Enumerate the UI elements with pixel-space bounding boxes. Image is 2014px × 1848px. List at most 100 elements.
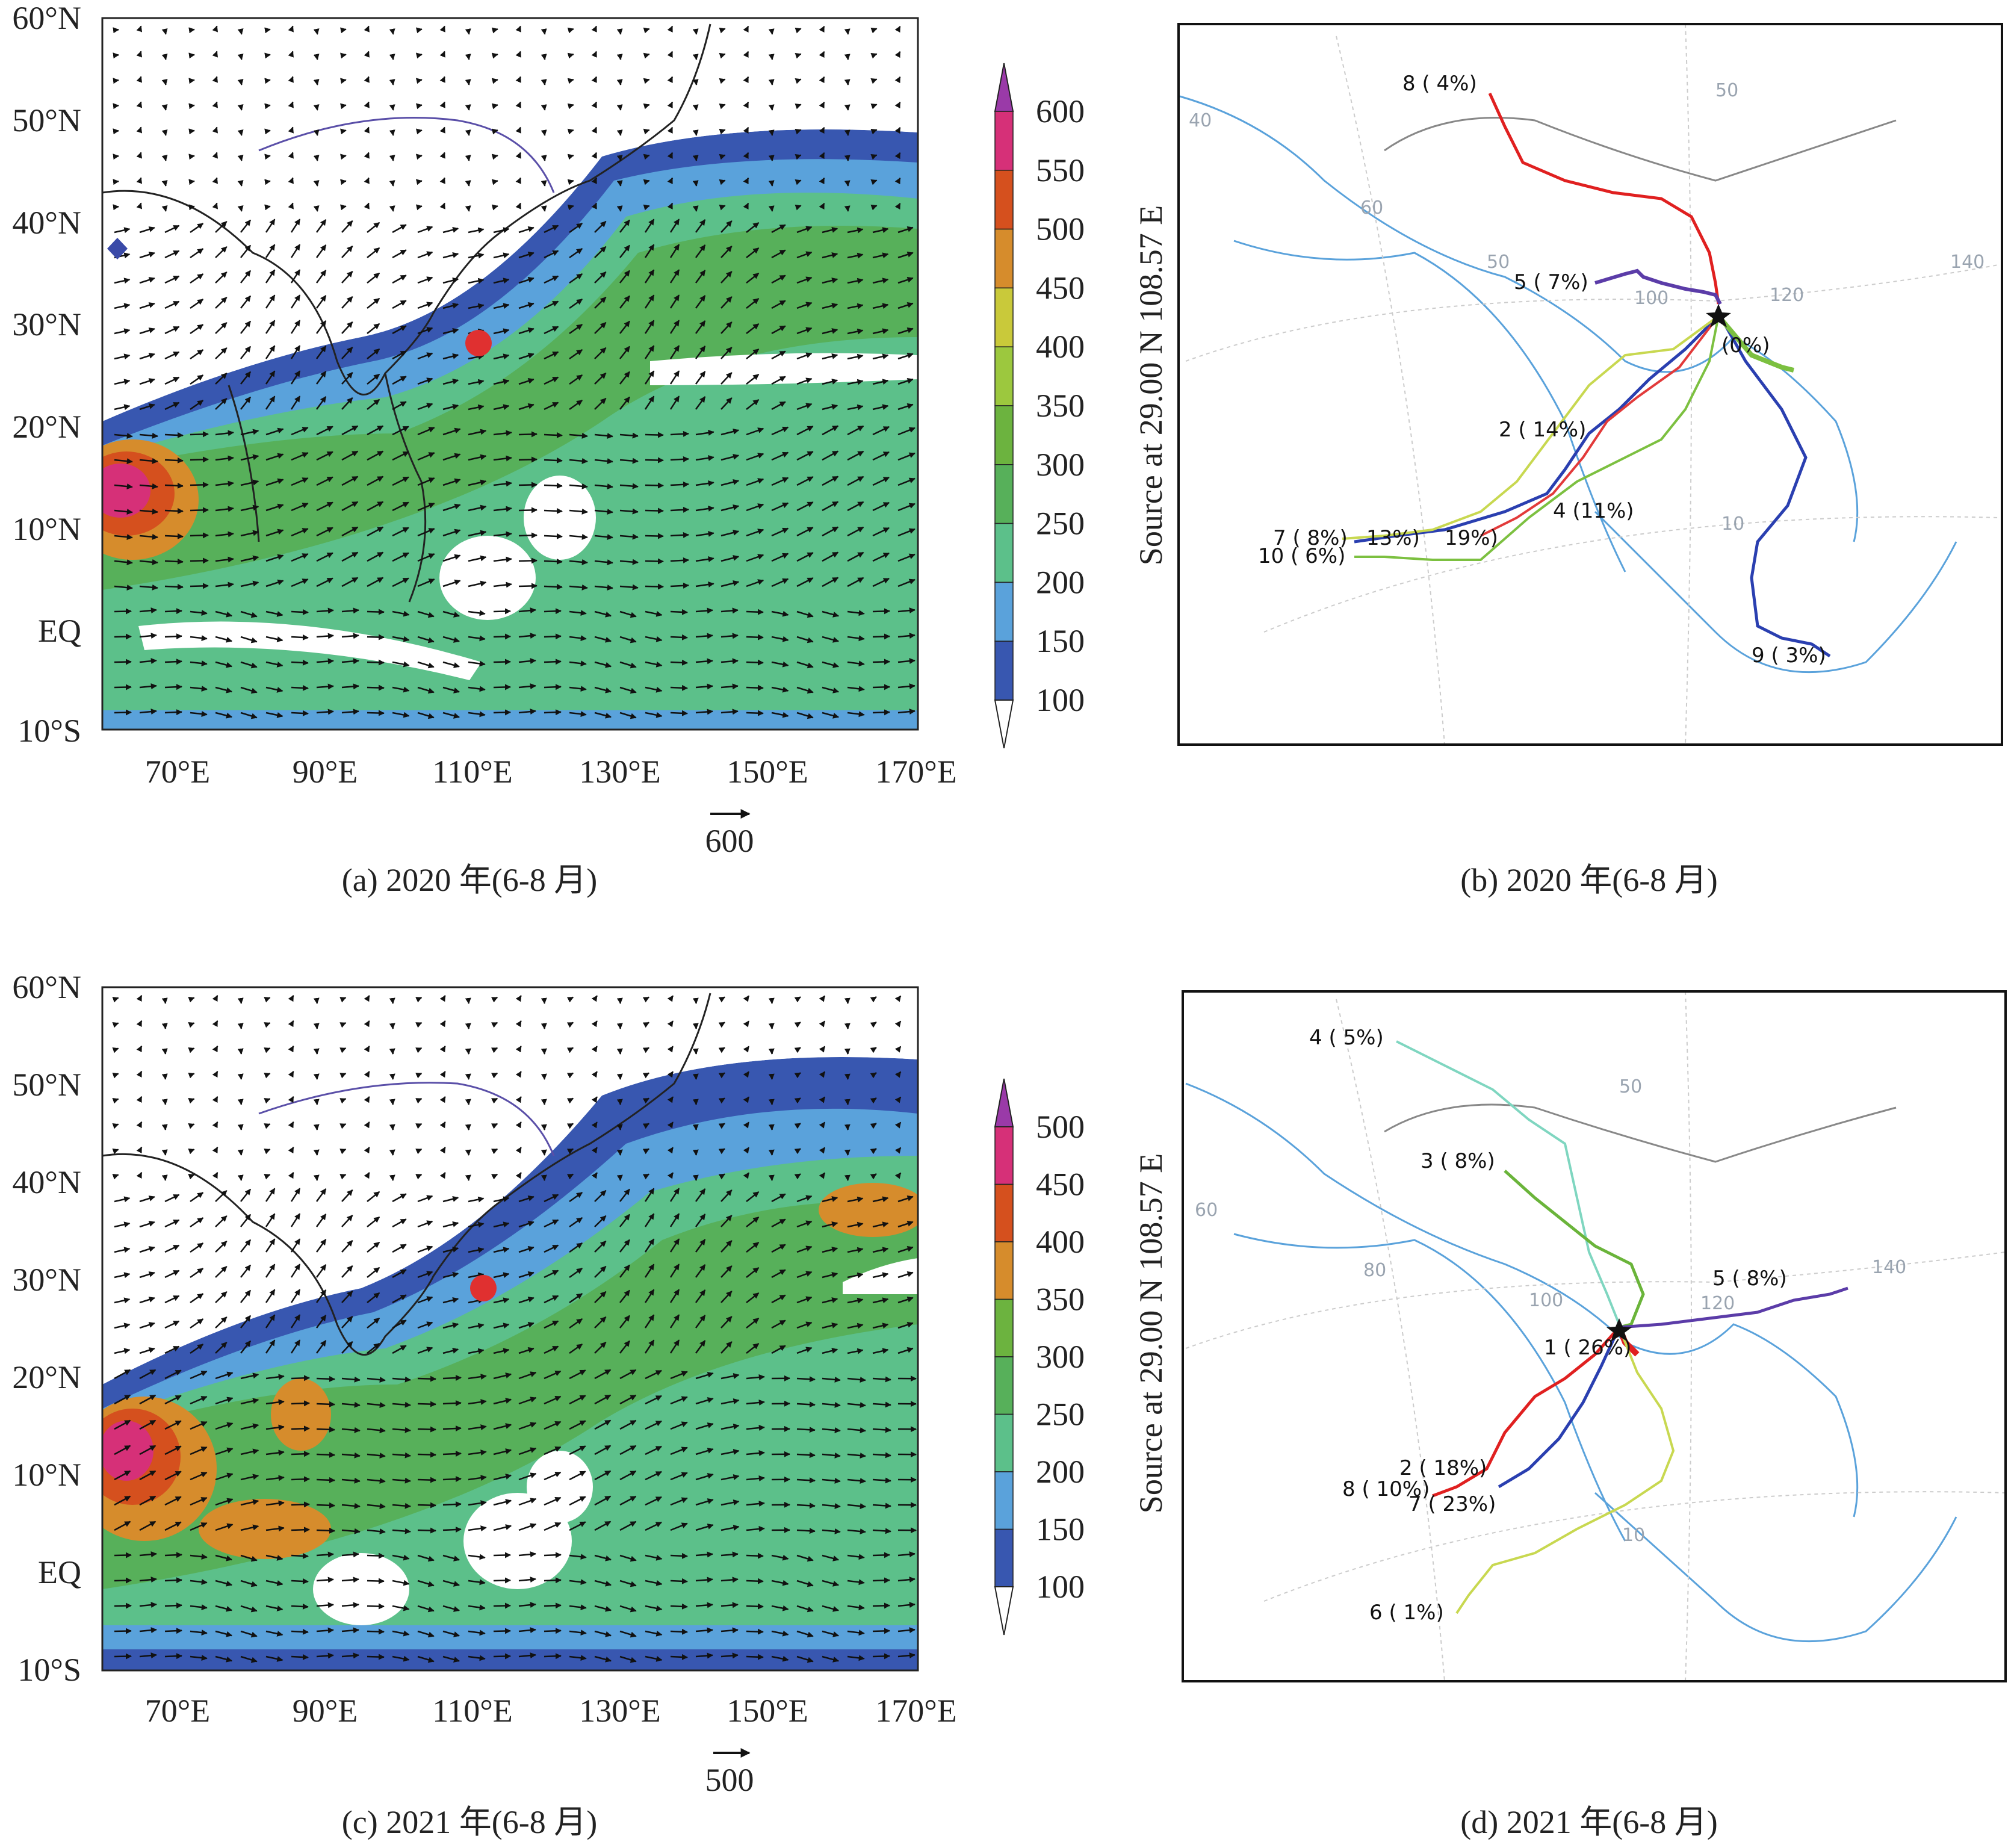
wind-vector (567, 179, 574, 185)
wind-vector (188, 78, 195, 84)
wind-vector (643, 179, 650, 185)
wind-vector (164, 326, 180, 335)
wind-vector (215, 661, 233, 668)
wind-vector (493, 608, 511, 615)
wind-vector (567, 128, 574, 135)
wind-vector (743, 152, 749, 160)
lat-label: 20°N (12, 1359, 81, 1395)
wind-vector (720, 555, 740, 562)
wind-vector (822, 712, 840, 719)
wind-vector (439, 152, 445, 159)
wind-vector (669, 219, 680, 233)
wind-vector (822, 476, 839, 486)
wind-vector (844, 1149, 851, 1156)
wind-vector (822, 526, 839, 537)
wind-vector (392, 401, 407, 411)
panel-a-caption: (a) 2020 年(6-8 月) (342, 862, 597, 898)
wind-vector (493, 353, 510, 360)
wind-vector (822, 404, 838, 411)
wind-vector (669, 244, 680, 258)
wind-vector (894, 101, 901, 109)
wind-vector (316, 552, 333, 562)
wind-vector (796, 1528, 816, 1534)
wind-vector (265, 503, 284, 512)
wind-vector (417, 578, 435, 588)
wind-vector (544, 608, 562, 615)
wind-vector (619, 457, 639, 464)
wind-vector (667, 1020, 674, 1028)
wind-vector (720, 709, 739, 715)
wind-vector (341, 246, 353, 258)
wind-vector (240, 479, 259, 486)
wind-vector (594, 534, 613, 541)
wind-vector (442, 226, 459, 234)
wind-vector (518, 456, 538, 463)
wind-vector (544, 1602, 562, 1609)
lat-label: EQ (38, 1554, 81, 1590)
wind-vector (847, 379, 864, 385)
colorbar-label: 150 (1036, 623, 1085, 659)
wind-vector (161, 129, 168, 136)
lon-label: 150°E (727, 754, 808, 790)
source-star-b (1706, 304, 1731, 327)
wind-vector (389, 54, 395, 60)
wind-vector (417, 302, 433, 309)
panel-b-trajectory-map: 8 ( 4%) 5 ( 7%) (0%) 2 ( 14%) 4 (11%) 7 … (1179, 24, 2002, 745)
wind-vector (541, 1174, 547, 1181)
wind-vector (340, 78, 347, 84)
wind-vector (822, 278, 838, 284)
wind-vector (240, 219, 252, 233)
wind-vector (897, 352, 914, 360)
wind-vector (491, 103, 498, 110)
wind-vector (212, 1045, 218, 1053)
wind-vector (316, 451, 333, 461)
wind-vector (468, 530, 487, 537)
wind-vector (468, 610, 486, 616)
wind-vector (389, 1073, 395, 1080)
wind-vector (544, 225, 559, 234)
lon-label: 130°E (579, 1693, 661, 1729)
wind-vector (619, 661, 637, 669)
wind-vector (389, 79, 395, 85)
colorbar-label: 450 (1036, 270, 1085, 306)
wind-vector (339, 997, 347, 1003)
wind-vector (894, 1020, 902, 1028)
wind-vector (616, 1048, 623, 1055)
wind-vector (541, 1149, 547, 1156)
wind-vector (870, 78, 878, 84)
wind-vector (746, 659, 764, 666)
wind-vector (439, 177, 445, 184)
colorbar-bottom-triangle (994, 1586, 1014, 1636)
wind-vector (719, 78, 726, 84)
wind-vector (240, 530, 259, 537)
wind-vector (265, 427, 284, 436)
wind-vector (796, 610, 814, 618)
wind-vector (139, 508, 158, 515)
wind-vector (364, 101, 370, 108)
wind-vector (465, 54, 471, 60)
wind-vector (644, 345, 655, 359)
wind-vector (844, 1174, 851, 1181)
traj-label: 4 ( 5%) (1309, 1026, 1384, 1050)
wind-vector (465, 1023, 471, 1029)
wind-vector (417, 610, 435, 618)
wind-vector (518, 277, 534, 284)
wind-vector (291, 578, 309, 588)
wind-vector (367, 526, 384, 537)
wind-vector (291, 477, 309, 486)
wind-vector (316, 476, 333, 486)
wind-vector (389, 1149, 395, 1156)
wind-vector (341, 296, 353, 309)
wind-vector (619, 371, 631, 385)
wind-vector (591, 152, 598, 159)
wind-vector (794, 1022, 801, 1028)
colorbar-bin (994, 464, 1014, 524)
wind-vector (515, 126, 521, 134)
wind-vector (746, 529, 764, 537)
wind-vector (392, 527, 409, 537)
wind-vector (417, 327, 433, 335)
wind-vector (616, 79, 623, 85)
wind-vector (442, 277, 459, 284)
wind-vector (190, 532, 209, 539)
grid-label: 40 (1189, 110, 1212, 131)
